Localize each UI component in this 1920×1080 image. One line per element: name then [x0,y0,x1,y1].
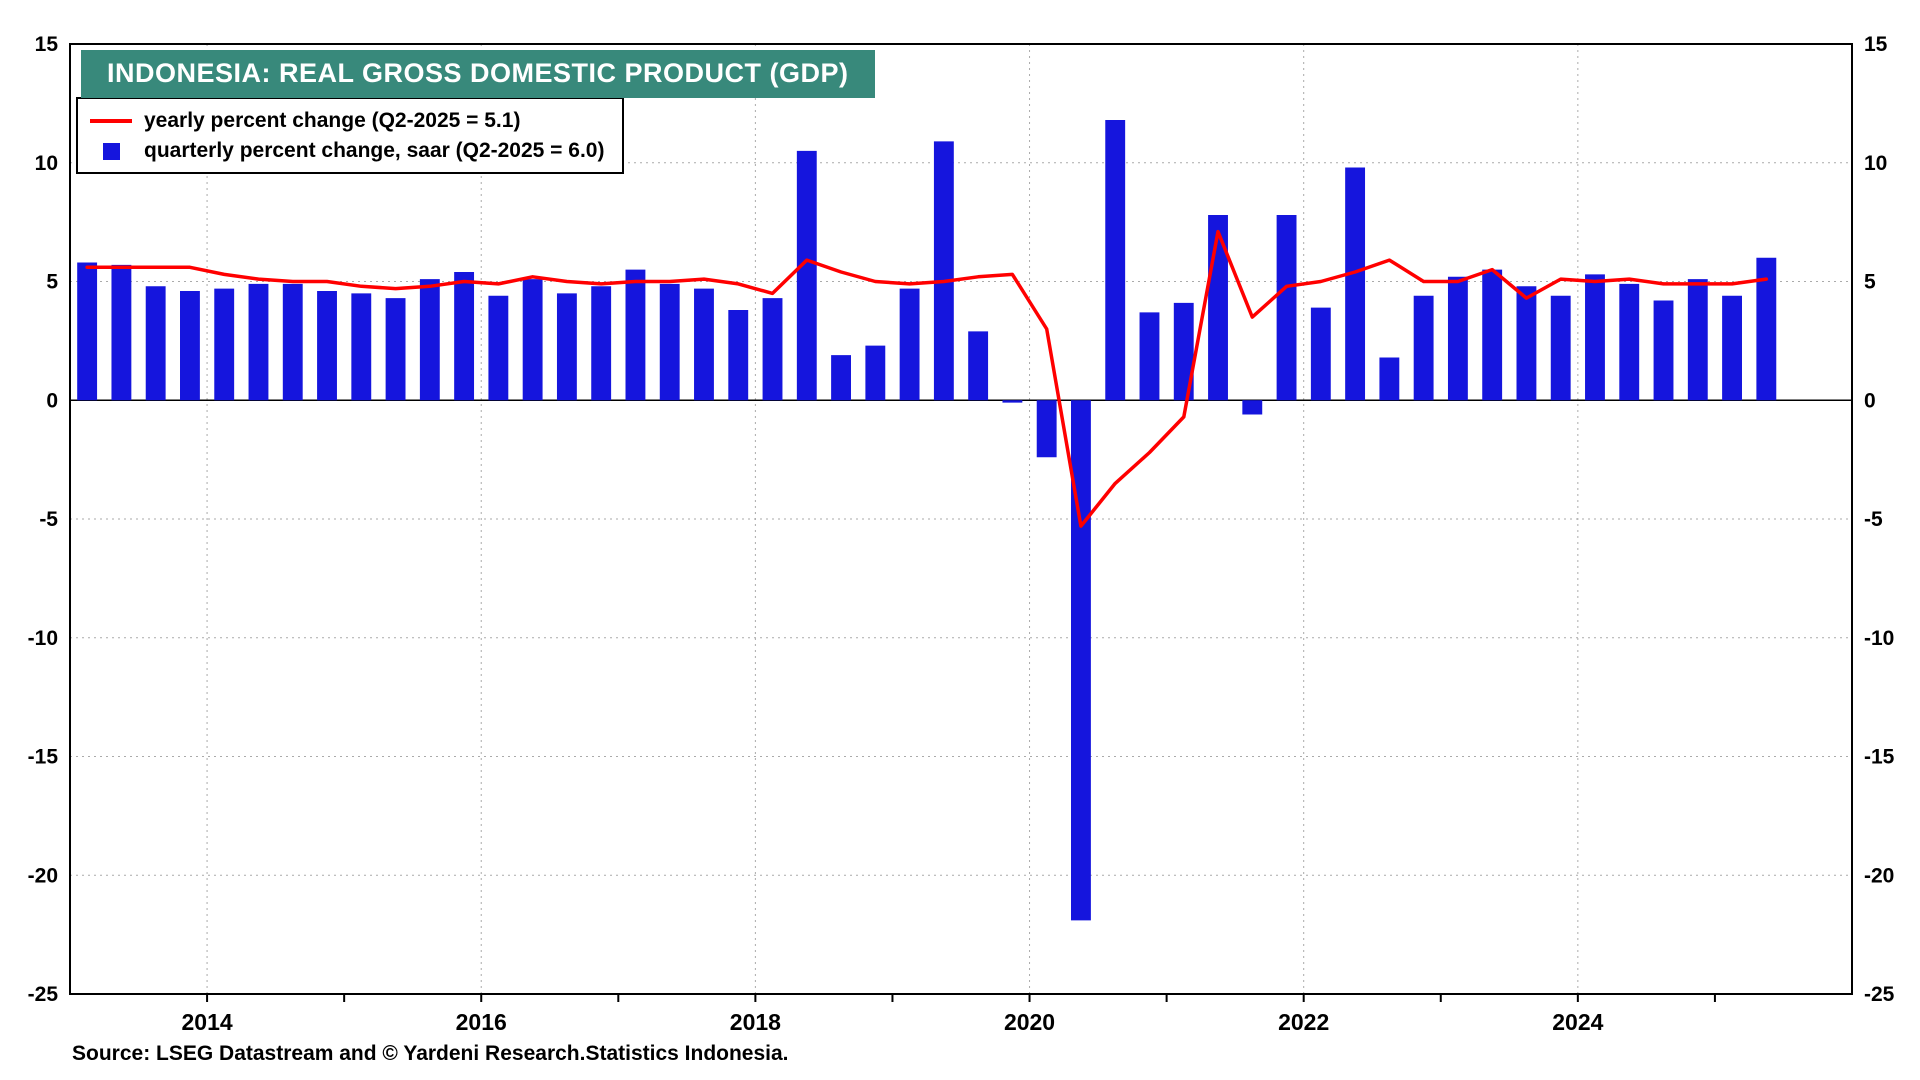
svg-text:2022: 2022 [1278,1009,1329,1035]
svg-text:-25: -25 [1864,983,1895,1006]
bar-2022Q2 [1345,167,1366,401]
bar-2022Q1 [1310,307,1331,401]
legend-yearly-label: yearly percent change (Q2-2025 = 5.1) [144,109,521,132]
bar-2016Q4 [591,286,612,401]
svg-text:2024: 2024 [1552,1009,1603,1035]
svg-text:15: 15 [1864,33,1888,56]
svg-text:-5: -5 [1864,508,1883,531]
bar-2014Q3 [282,283,303,401]
bar-2019Q3 [968,331,989,401]
svg-text:0: 0 [46,389,58,412]
bar-2016Q3 [556,293,577,401]
bar-2013Q2 [111,264,132,401]
bar-2023Q1 [1447,276,1468,401]
bar-2013Q1 [77,262,98,401]
horizontal-gridlines [70,162,1852,876]
bar-2021Q3 [1242,400,1263,415]
line-series-yearly [85,229,1769,528]
bar-2016Q1 [488,295,509,401]
svg-text:5: 5 [1864,271,1876,294]
bar-2020Q1 [1036,400,1057,458]
svg-text:2020: 2020 [1004,1009,1055,1035]
bar-2017Q3 [694,288,714,401]
svg-text:2016: 2016 [456,1009,507,1035]
bar-2022Q4 [1413,295,1434,401]
bar-2025Q2 [1756,257,1777,401]
bar-2017Q4 [728,310,749,401]
svg-text:-20: -20 [28,864,58,887]
svg-text:2018: 2018 [730,1009,781,1035]
bar-2021Q2 [1208,215,1228,401]
bar-2017Q1 [625,269,646,401]
bar-2020Q4 [1139,312,1160,401]
bar-2022Q3 [1379,357,1400,401]
bar-2017Q2 [659,283,680,401]
bar-2019Q2 [933,141,954,401]
chart-legend: yearly percent change (Q2-2025 = 5.1) qu… [76,97,625,174]
bar-series-quarterly-saar [77,120,1777,921]
legend-quarterly-label: quarterly percent change, saar (Q2-2025 … [144,139,605,162]
svg-text:10: 10 [1864,152,1887,175]
bar-2025Q1 [1722,295,1742,401]
bar-2023Q2 [1482,269,1503,401]
bar-2018Q3 [831,355,851,401]
svg-text:-10: -10 [1864,627,1894,650]
svg-text:-15: -15 [28,746,59,769]
bar-2024Q1 [1585,274,1605,401]
blue-square-swatch-icon [90,142,132,160]
svg-text:5: 5 [46,271,58,294]
bar-2020Q2 [1071,400,1091,921]
legend-item-yearly: yearly percent change (Q2-2025 = 5.1) [90,109,604,133]
svg-text:-5: -5 [39,508,58,531]
bar-2015Q4 [454,272,475,401]
bar-2013Q3 [145,286,166,401]
svg-text:-10: -10 [28,627,58,650]
bar-2023Q4 [1550,295,1571,401]
plot-frame [69,43,1853,995]
svg-text:15: 15 [35,33,59,56]
bar-2015Q3 [419,279,440,401]
svg-text:-20: -20 [1864,864,1894,887]
bar-2013Q4 [180,291,200,401]
bar-2014Q4 [317,291,337,401]
x-axis-ticks-and-labels: 2014 2016 2018 2020 2022 2024 [181,994,1716,1035]
bar-2024Q3 [1653,300,1674,401]
bar-2023Q3 [1516,286,1537,401]
bar-2014Q1 [214,288,235,401]
red-line-swatch-icon [90,119,132,123]
bar-2024Q2 [1619,283,1640,401]
bar-2015Q2 [385,298,406,401]
bar-2016Q2 [522,279,543,401]
svg-text:10: 10 [35,152,58,175]
bar-2019Q1 [899,288,920,401]
bar-2020Q3 [1105,120,1126,401]
source-attribution: Source: LSEG Datastream and © Yardeni Re… [72,1042,789,1065]
y-axis-labels: 15 15 10 10 5 5 0 0 -5 -5 -10 -10 -15 -15 -20 -20 -25 -25 [28,33,1895,1006]
bar-2014Q2 [248,283,269,401]
svg-text:0: 0 [1864,389,1876,412]
svg-text:2014: 2014 [181,1009,232,1035]
bar-2015Q1 [351,293,372,401]
bar-2021Q4 [1276,215,1297,401]
svg-text:-25: -25 [28,983,59,1006]
bar-2021Q1 [1173,302,1194,401]
svg-text:-15: -15 [1864,746,1895,769]
bar-2018Q1 [762,298,783,401]
bar-2018Q4 [865,345,886,401]
bar-2018Q2 [796,150,817,401]
bar-2019Q4 [1002,400,1023,403]
chart-title: INDONESIA: REAL GROSS DOMESTIC PRODUCT (… [81,50,875,98]
bar-2024Q4 [1687,279,1708,401]
legend-item-quarterly: quarterly percent change, saar (Q2-2025 … [90,139,604,163]
